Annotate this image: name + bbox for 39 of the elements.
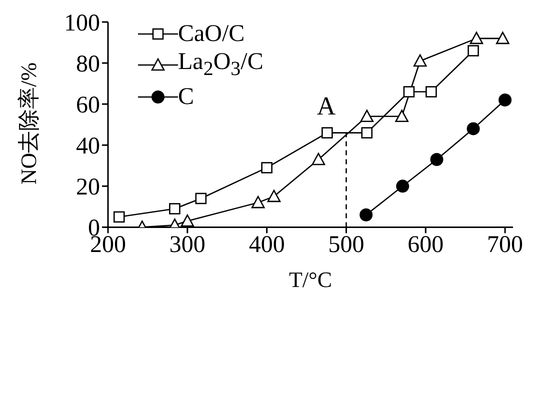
x-tick-label: 600 [408,232,444,258]
legend-label: C [178,82,194,111]
point [251,196,265,208]
y-tick-label: 60 [76,92,100,119]
point [360,208,373,222]
point [403,86,415,98]
point [361,127,373,138]
x-tick-label: 400 [248,232,285,258]
x-tick-label: 700 [487,232,524,258]
point [267,190,281,202]
x-tick-label: 300 [169,232,206,258]
point [468,45,479,56]
legend-label: CaO/C [178,20,245,48]
point [413,54,427,67]
point [169,203,180,214]
point [322,127,333,138]
y-tick-label: 20 [76,174,100,201]
x-axis-title: T/°C [288,267,332,292]
annotation: A [316,92,336,121]
point [426,86,437,98]
point [395,110,408,122]
point [113,211,125,223]
point [396,180,410,193]
point [195,192,207,204]
y-tick-label: 80 [76,52,100,78]
point [496,32,510,44]
point [430,152,444,166]
point [312,152,326,166]
point [360,110,374,122]
y-tick-label: 40 [76,134,100,160]
y-tick-label: 100 [64,10,100,37]
point [470,32,484,44]
x-tick-label: 500 [328,232,364,258]
point [180,214,194,227]
point [498,93,512,106]
legend-label: La$_{2}$O$_{3}$/C [178,48,264,82]
y-axis-title: NO去除率/% [16,62,41,185]
point [466,122,480,136]
point [261,162,272,174]
